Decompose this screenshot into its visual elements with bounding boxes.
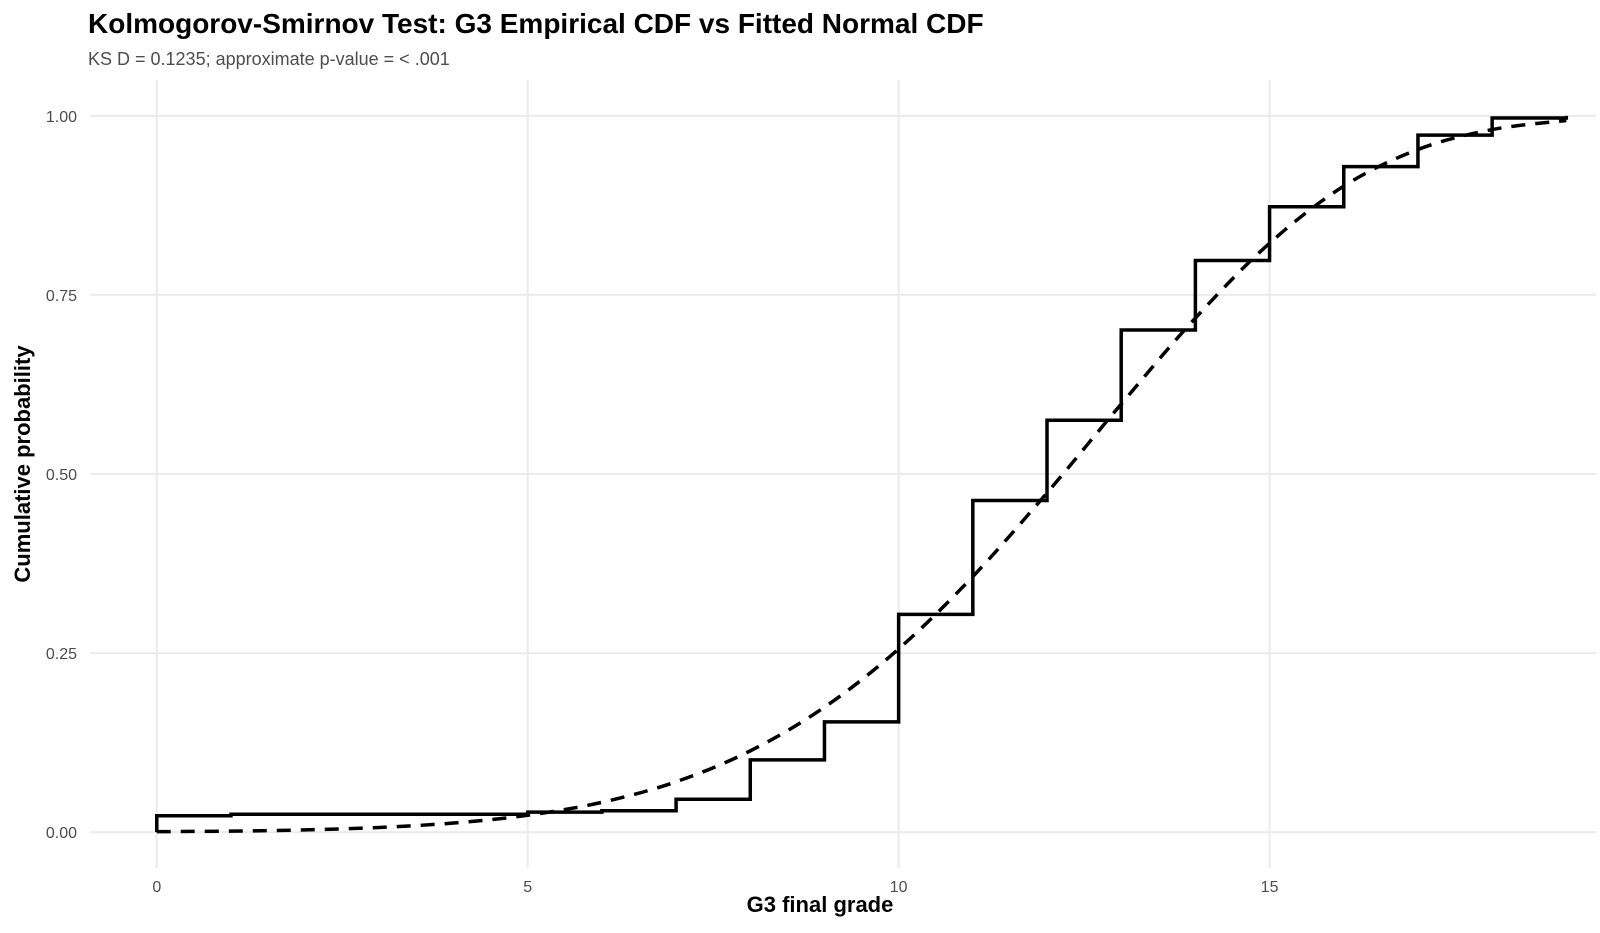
series-normal-cdf bbox=[156, 118, 1567, 834]
tick-layer: 0 5 10 15 0.00 0.25 0.50 0.75 1.00 bbox=[46, 109, 1279, 896]
y-tick-label-1: 0.25 bbox=[46, 646, 77, 663]
x-tick-label-2: 10 bbox=[890, 879, 908, 896]
y-axis-title: Cumulative probability bbox=[10, 345, 35, 583]
x-axis-title: G3 final grade bbox=[747, 892, 894, 917]
x-tick-label-1: 5 bbox=[523, 879, 532, 896]
y-tick-label-4: 1.00 bbox=[46, 109, 77, 126]
grid-layer bbox=[90, 80, 1596, 868]
chart-subtitle: KS D = 0.1235; approximate p-value = < .… bbox=[88, 49, 450, 69]
x-tick-label-3: 15 bbox=[1261, 879, 1279, 896]
series-layer bbox=[155, 115, 1569, 834]
x-tick-label-0: 0 bbox=[152, 879, 161, 896]
y-tick-label-0: 0.00 bbox=[46, 825, 77, 842]
chart-title: Kolmogorov-Smirnov Test: G3 Empirical CD… bbox=[88, 8, 984, 39]
series-empirical-cdf bbox=[155, 115, 1569, 833]
y-tick-label-3: 0.75 bbox=[46, 288, 77, 305]
y-tick-label-2: 0.50 bbox=[46, 467, 77, 484]
